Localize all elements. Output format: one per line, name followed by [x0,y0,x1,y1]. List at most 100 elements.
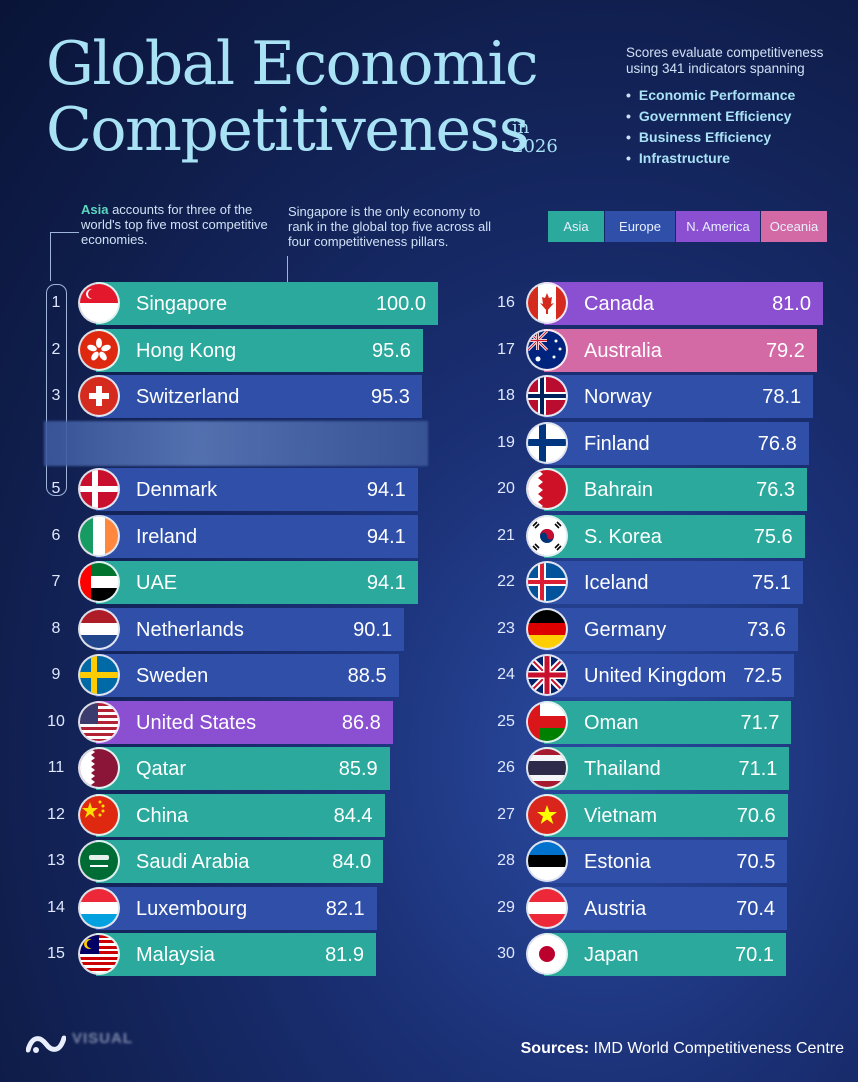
value-label: 84.4 [333,804,373,827]
country-label: Estonia [584,851,651,873]
singapore-flag-icon [80,284,118,322]
rank-label: 30 [497,945,515,962]
title-line-1: Global Economic [46,29,539,99]
bar-hong-kong [96,328,423,372]
finland-flag-icon [528,423,566,462]
value-label: 78.1 [762,386,802,408]
country-label: Austria [584,897,647,920]
bar-ireland [96,514,418,558]
asia-note-highlight: Asia [81,202,109,217]
country-label: Vietnam [584,804,658,827]
vietnam-flag-icon [528,795,566,834]
publisher-logo: VISUAL [26,1026,176,1062]
rank-label: 23 [497,619,515,637]
rank-label: 21 [497,526,515,544]
rank-label: 22 [497,573,515,590]
rank-label: 2 [51,340,61,358]
singapore-note: Singapore is the only economy to rank in… [288,204,492,249]
bar-estonia [544,840,788,883]
saudi-arabia-flag-icon [80,842,118,880]
rank-label: 19 [497,433,515,451]
uk-flag-icon [528,656,566,694]
rank-label: 26 [497,759,515,776]
qatar-flag-icon [80,749,118,787]
bar-singapore [96,282,438,325]
china-flag-icon [80,795,118,834]
bar-denmark [96,468,418,511]
country-label: Australia [584,339,662,362]
logo-text: VISUAL [72,1030,134,1047]
value-label: 72.5 [743,665,783,687]
country-label: Japan [584,944,639,966]
bar-switzerland [96,375,422,418]
bar-united-states [96,700,393,744]
pillar-item: Economic Performance [626,85,795,106]
value-label: 88.5 [347,665,387,687]
title-year-in: in [512,117,530,138]
uae-flag-icon [80,563,118,601]
pillars-list: Economic Performance Government Efficien… [626,85,795,169]
intro-text: Scores evaluate competitiveness using 34… [626,45,824,76]
bar-austria [544,886,788,930]
legend-item-asia: Asia [548,211,604,242]
value-label: 94.1 [366,572,406,594]
country-label: UAE [136,572,178,594]
source-text: IMD World Competitiveness Centre [589,1040,844,1057]
source-line: Sources: IMD World Competitiveness Centr… [521,1040,844,1058]
bar-iceland [544,561,803,604]
value-label: 70.4 [736,897,776,920]
source-label: Sources: [520,1040,590,1057]
rank-label: 8 [51,619,61,637]
top-five-bracket [46,284,67,496]
value-label: 70.1 [735,944,774,966]
value-label: 70.5 [736,851,776,873]
rank-label: 10 [47,712,65,730]
bar-australia [544,328,817,372]
value-label: 100.0 [375,293,426,315]
asia-note: Asia accounts for three of the world's t… [81,202,271,247]
note-tick [287,256,288,282]
value-label: 95.6 [371,339,411,362]
value-label: 94.1 [366,479,406,501]
bar-canada [544,282,823,325]
country-label: Bahrain [584,479,653,501]
rank-label: 1 [51,294,61,311]
value-label: 84.0 [332,851,372,873]
rank-label: 7 [51,573,61,590]
rank-label: 25 [497,712,515,730]
value-label: 76.8 [757,432,797,455]
netherlands-flag-icon [80,609,118,648]
value-label: 95.3 [370,386,410,408]
luxembourg-flag-icon [80,888,118,927]
title-line-2: Competitiveness [46,95,530,165]
value-label: 86.8 [341,711,381,734]
country-label: Saudi Arabia [136,851,250,873]
value-label: 75.6 [753,525,793,548]
bar-uae [96,561,418,604]
country-label: Ireland [136,525,198,548]
rank-label: 11 [47,759,65,776]
country-label: Hong Kong [136,339,237,362]
ireland-flag-icon [80,516,118,555]
country-label: Qatar [136,758,187,780]
bar-sweden [96,654,399,697]
bar-oman [544,700,792,744]
rank-label: 24 [497,666,515,683]
rank-label: 15 [47,945,65,962]
bar-s-korea [544,514,805,558]
country-label: Luxembourg [136,897,248,920]
title-year-value: 2026 [512,136,558,157]
bar-finland [544,421,809,465]
bar-germany [544,607,798,651]
rank-label: 14 [47,898,65,916]
iceland-flag-icon [528,563,566,601]
bar-qatar [96,747,390,790]
oman-flag-icon [528,702,566,741]
country-label: Norway [584,386,652,408]
country-label: Switzerland [136,386,240,408]
country-label: Germany [584,618,667,641]
bar-saudi-arabia [96,840,384,883]
value-label: 81.9 [325,944,364,966]
rank-label: 3 [51,387,61,404]
country-label: United States [136,711,257,734]
